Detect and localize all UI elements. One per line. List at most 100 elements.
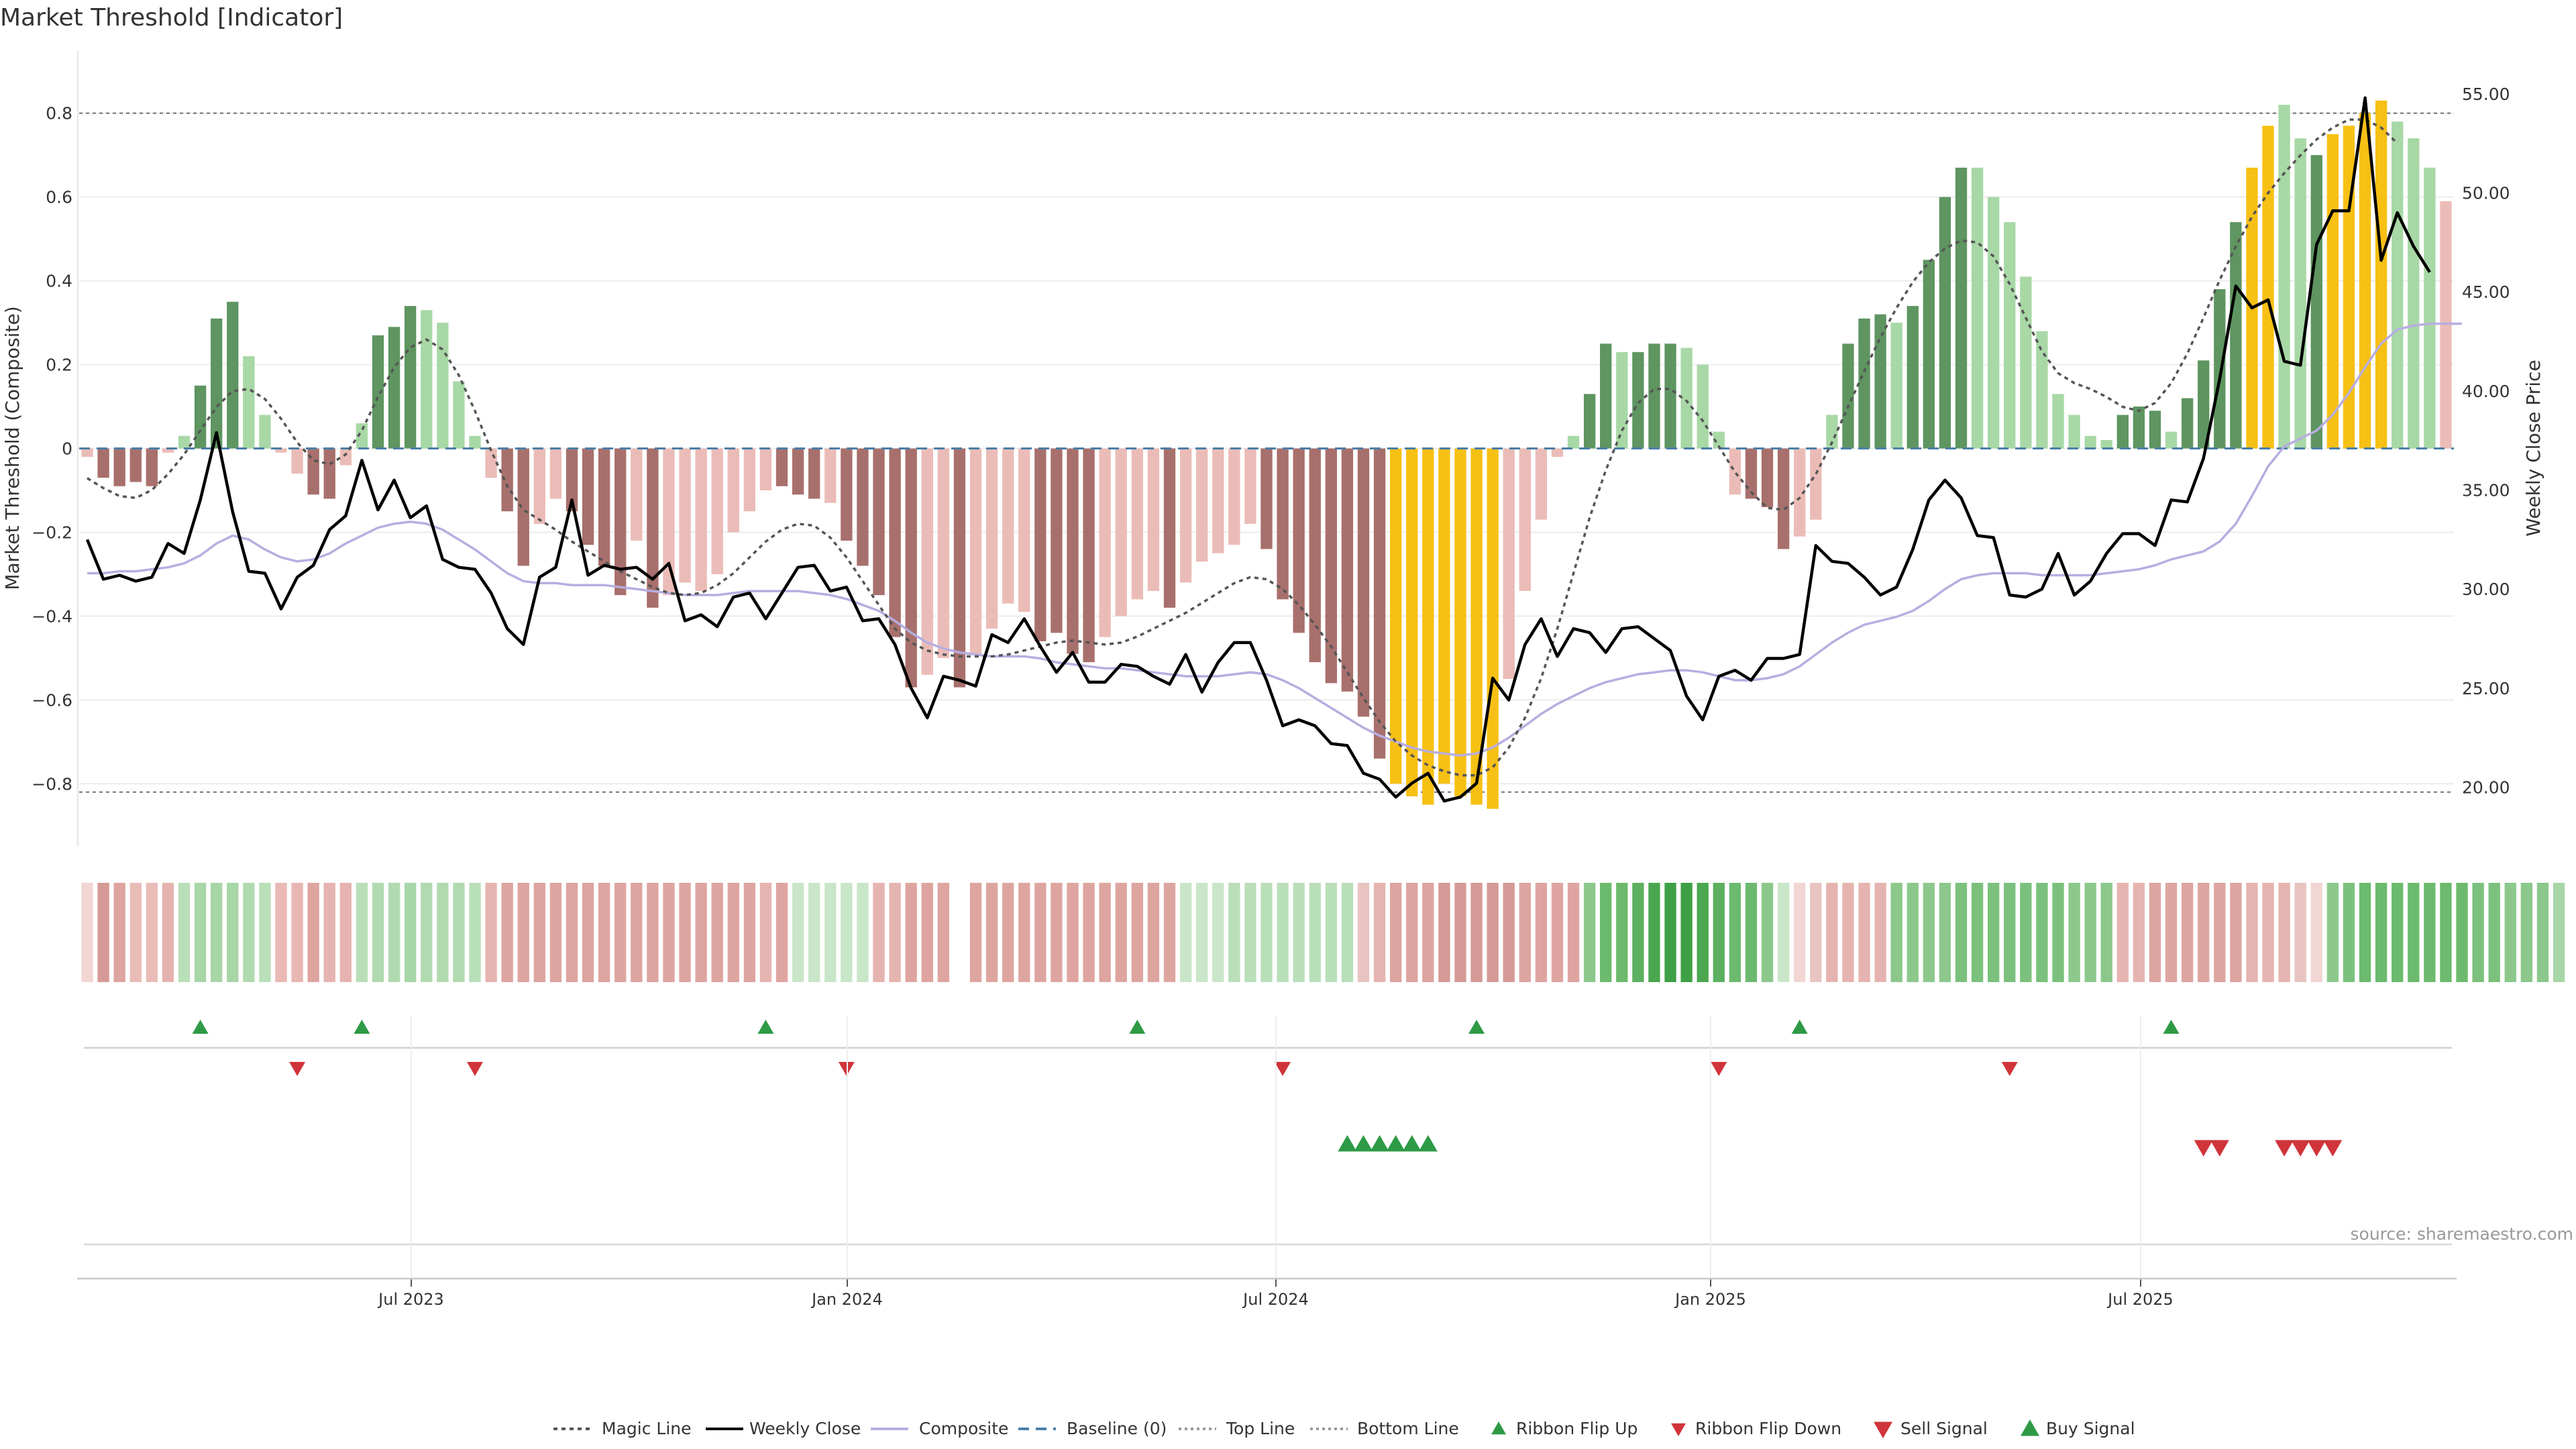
- ribbon-cell: [792, 883, 804, 982]
- ribbon-cell: [1454, 883, 1466, 982]
- composite-bar: [711, 448, 723, 574]
- ribbon-cell: [1163, 883, 1176, 982]
- magic-line: [87, 118, 2398, 777]
- composite-bar: [146, 448, 158, 486]
- ribbon-cell: [937, 883, 950, 982]
- composite-bar: [1794, 448, 1806, 537]
- ribbon-cell: [2536, 883, 2549, 982]
- ribbon-cell: [1147, 883, 1160, 982]
- composite-bar: [275, 448, 287, 453]
- composite-bar: [1212, 448, 1224, 553]
- ribbon-cell: [533, 883, 545, 982]
- ribbon-cell: [1293, 883, 1305, 982]
- composite-bar: [1697, 364, 1709, 449]
- composite-bar: [291, 448, 303, 474]
- ribbon-cell: [2198, 883, 2210, 982]
- composite-bar: [1067, 448, 1079, 654]
- composite-bar: [1470, 448, 1483, 805]
- composite-bar: [582, 448, 594, 545]
- ribbon-cell: [1131, 883, 1144, 982]
- ribbon-flip-up-marker: [1468, 1020, 1485, 1034]
- composite-bar: [2068, 415, 2080, 449]
- composite-bars: [81, 100, 2452, 809]
- ribbon-cell: [323, 883, 335, 982]
- composite-bar: [598, 448, 610, 566]
- composite-bar: [1616, 352, 1628, 449]
- left-tick-label: 0.6: [46, 188, 72, 207]
- composite-bar: [501, 448, 513, 512]
- ribbon-cell: [2246, 883, 2258, 982]
- composite-bar: [1196, 448, 1208, 562]
- composite-bar: [1648, 343, 1660, 449]
- ribbon-cell: [1083, 883, 1095, 982]
- ribbon-cell: [243, 883, 255, 982]
- ribbon-cell: [1842, 883, 1854, 982]
- ribbon-cell: [1761, 883, 1774, 982]
- left-tick-label: 0: [62, 439, 72, 459]
- left-tick-label: −0.4: [32, 606, 72, 626]
- legend-label: Top Line: [1226, 1419, 1295, 1438]
- composite-bar: [1277, 448, 1289, 600]
- ribbon-cell: [582, 883, 594, 982]
- composite-bar: [2230, 222, 2242, 449]
- ribbon-cell: [2424, 883, 2436, 982]
- ribbon-cell: [2294, 883, 2306, 982]
- composite-bar: [259, 415, 271, 449]
- composite-bar: [1583, 394, 1596, 449]
- composite-bar: [1600, 343, 1612, 449]
- composite-bar: [517, 448, 529, 566]
- ribbon-cell: [1680, 883, 1693, 982]
- legend-swatch: [1671, 1423, 1686, 1436]
- composite-bar: [2165, 431, 2178, 449]
- right-tick-label: 20.00: [2462, 777, 2510, 797]
- ribbon-cell: [759, 883, 772, 982]
- composite-bar: [2084, 435, 2096, 449]
- composite-bar: [1293, 448, 1305, 633]
- ribbon-cell: [1826, 883, 1838, 982]
- ribbon-cell: [743, 883, 756, 982]
- ribbon-cell: [1729, 883, 1741, 982]
- ribbon-cell: [1406, 883, 1418, 982]
- composite-bar: [679, 448, 691, 583]
- composite-bar: [1083, 448, 1095, 663]
- composite-bar: [1503, 448, 1515, 680]
- composite-bar: [1519, 448, 1531, 591]
- ribbon-cell: [985, 883, 998, 982]
- composite-bar: [437, 323, 449, 449]
- ribbon-cell: [405, 883, 417, 982]
- ribbon-cell: [1244, 883, 1256, 982]
- composite-bar: [1777, 448, 1790, 549]
- ribbon-cell: [631, 883, 643, 982]
- composite-bar: [937, 448, 950, 658]
- ribbon-cell: [1777, 883, 1790, 982]
- composite-bar: [2181, 398, 2194, 449]
- legend-label: Weekly Close: [749, 1419, 861, 1438]
- legend-label: Sell Signal: [1900, 1419, 1988, 1438]
- composite-bar: [743, 448, 756, 512]
- legend-swatch: [2021, 1419, 2039, 1436]
- ribbon-cell: [162, 883, 174, 982]
- composite-bar: [1002, 448, 1014, 604]
- ribbon-cell: [1890, 883, 1902, 982]
- ribbon-cell: [2520, 883, 2533, 982]
- ribbon-cell: [2262, 883, 2274, 982]
- ribbon-cell: [2149, 883, 2161, 982]
- buy-signal-marker: [1418, 1135, 1438, 1152]
- sell-signal-marker: [2210, 1140, 2229, 1157]
- composite-bar: [194, 385, 207, 449]
- ribbon-cell: [566, 883, 578, 982]
- ribbon-cell: [1373, 883, 1386, 982]
- sell-signal-marker: [2291, 1140, 2310, 1157]
- composite-bar: [388, 327, 400, 449]
- ribbon-cell: [1341, 883, 1354, 982]
- ribbon-cell: [647, 883, 659, 982]
- ribbon-cell: [2020, 883, 2032, 982]
- composite-bar: [1858, 318, 1870, 449]
- ribbon-flip-down-marker: [467, 1062, 483, 1076]
- ribbon-cell: [146, 883, 158, 982]
- ribbon-flip-up-marker: [2163, 1020, 2180, 1034]
- composite-bar: [2214, 289, 2226, 449]
- ribbon-cell: [1260, 883, 1273, 982]
- ribbon-cell: [421, 883, 433, 982]
- x-tick-label: Jul 2024: [1242, 1290, 1309, 1309]
